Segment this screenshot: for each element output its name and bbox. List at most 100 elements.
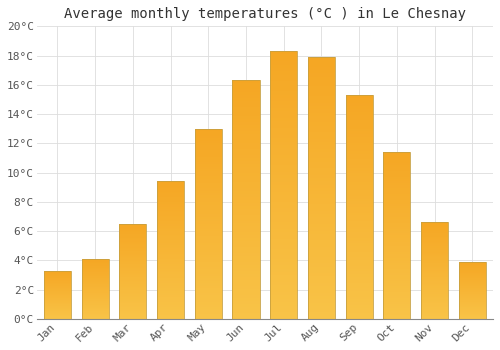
- Bar: [270, 215, 297, 218]
- Bar: [384, 294, 410, 296]
- Bar: [421, 233, 448, 235]
- Bar: [421, 314, 448, 315]
- Bar: [458, 277, 486, 278]
- Bar: [194, 269, 222, 271]
- Bar: [157, 300, 184, 302]
- Bar: [232, 205, 260, 209]
- Bar: [270, 175, 297, 178]
- Bar: [82, 308, 109, 309]
- Bar: [421, 291, 448, 292]
- Bar: [270, 212, 297, 215]
- Bar: [157, 266, 184, 267]
- Bar: [270, 299, 297, 302]
- Bar: [384, 236, 410, 238]
- Bar: [270, 225, 297, 229]
- Bar: [82, 316, 109, 317]
- Bar: [346, 207, 372, 210]
- Bar: [421, 294, 448, 295]
- Bar: [270, 128, 297, 132]
- Bar: [157, 307, 184, 309]
- Bar: [270, 98, 297, 102]
- Bar: [421, 275, 448, 276]
- Bar: [82, 282, 109, 283]
- Bar: [458, 309, 486, 310]
- Bar: [421, 273, 448, 274]
- Bar: [194, 257, 222, 259]
- Bar: [270, 155, 297, 158]
- Bar: [194, 243, 222, 245]
- Bar: [458, 280, 486, 281]
- Bar: [232, 80, 260, 319]
- Bar: [346, 291, 372, 294]
- Bar: [44, 307, 71, 308]
- Bar: [421, 271, 448, 272]
- Bar: [421, 263, 448, 265]
- Bar: [82, 281, 109, 282]
- Bar: [157, 181, 184, 183]
- Bar: [157, 200, 184, 202]
- Bar: [194, 193, 222, 195]
- Bar: [82, 280, 109, 281]
- Bar: [232, 265, 260, 268]
- Bar: [421, 225, 448, 226]
- Bar: [194, 155, 222, 157]
- Bar: [421, 270, 448, 271]
- Bar: [232, 277, 260, 280]
- Bar: [384, 244, 410, 246]
- Bar: [270, 148, 297, 152]
- Bar: [82, 295, 109, 296]
- Bar: [194, 186, 222, 188]
- Bar: [308, 273, 335, 276]
- Bar: [346, 254, 372, 257]
- Bar: [308, 217, 335, 221]
- Bar: [44, 277, 71, 278]
- Bar: [120, 310, 146, 312]
- Bar: [458, 281, 486, 282]
- Bar: [44, 308, 71, 309]
- Bar: [194, 214, 222, 217]
- Bar: [194, 131, 222, 133]
- Bar: [421, 259, 448, 260]
- Bar: [157, 231, 184, 233]
- Bar: [44, 290, 71, 291]
- Bar: [270, 55, 297, 58]
- Bar: [458, 262, 486, 263]
- Bar: [157, 190, 184, 192]
- Bar: [421, 252, 448, 254]
- Bar: [232, 167, 260, 170]
- Bar: [120, 270, 146, 271]
- Bar: [194, 233, 222, 236]
- Bar: [232, 230, 260, 232]
- Bar: [157, 302, 184, 303]
- Bar: [82, 307, 109, 308]
- Bar: [308, 276, 335, 280]
- Bar: [421, 236, 448, 237]
- Bar: [270, 94, 297, 98]
- Bar: [120, 255, 146, 256]
- Bar: [384, 181, 410, 183]
- Bar: [308, 309, 335, 312]
- Bar: [157, 245, 184, 247]
- Bar: [346, 221, 372, 224]
- Bar: [82, 300, 109, 301]
- Bar: [232, 241, 260, 244]
- Bar: [346, 95, 372, 98]
- Bar: [308, 106, 335, 110]
- Bar: [346, 271, 372, 274]
- Bar: [384, 315, 410, 317]
- Bar: [346, 260, 372, 263]
- Bar: [157, 267, 184, 269]
- Bar: [421, 284, 448, 285]
- Bar: [194, 247, 222, 250]
- Bar: [194, 267, 222, 269]
- Bar: [194, 262, 222, 264]
- Bar: [308, 185, 335, 188]
- Bar: [384, 210, 410, 212]
- Bar: [194, 178, 222, 181]
- Bar: [232, 301, 260, 304]
- Bar: [82, 290, 109, 291]
- Bar: [308, 122, 335, 126]
- Bar: [157, 274, 184, 276]
- Bar: [232, 236, 260, 238]
- Bar: [232, 307, 260, 310]
